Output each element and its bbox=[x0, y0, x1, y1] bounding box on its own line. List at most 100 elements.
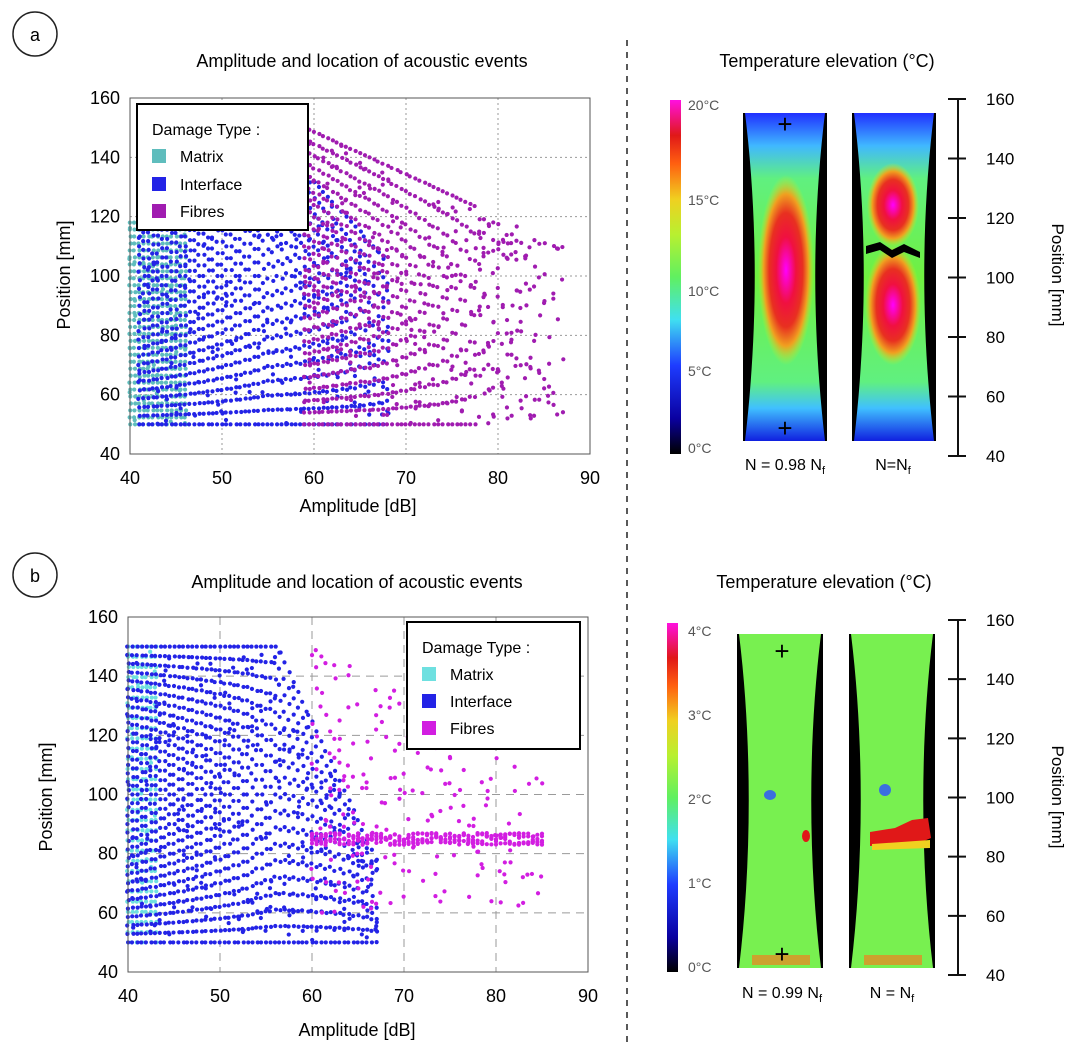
point-matrix bbox=[127, 256, 132, 262]
point-interface bbox=[176, 940, 181, 945]
point-matrix bbox=[152, 685, 157, 690]
point-fibres bbox=[422, 385, 428, 390]
point-matrix bbox=[178, 248, 184, 253]
point-interface bbox=[316, 184, 322, 190]
point-fibres bbox=[358, 365, 363, 370]
point-interface bbox=[139, 680, 144, 685]
point-fibres bbox=[430, 303, 435, 308]
point-fibres bbox=[368, 864, 374, 869]
point-interface bbox=[250, 724, 255, 729]
point-interface bbox=[154, 744, 159, 750]
point-interface bbox=[164, 273, 169, 279]
point-interface bbox=[217, 673, 222, 678]
point-interface bbox=[371, 382, 376, 387]
point-matrix bbox=[131, 276, 136, 281]
point-fibres bbox=[370, 235, 376, 240]
point-interface bbox=[171, 841, 176, 846]
point-interface bbox=[157, 892, 163, 897]
point-fibres bbox=[469, 381, 474, 386]
point-interface bbox=[205, 312, 211, 317]
point-fibres bbox=[329, 254, 334, 259]
point-interface bbox=[171, 664, 176, 669]
point-fibres bbox=[422, 199, 428, 204]
point-interface bbox=[214, 762, 219, 768]
point-fibres bbox=[381, 253, 386, 258]
point-interface bbox=[190, 919, 195, 924]
point-fibres bbox=[337, 841, 342, 846]
point-matrix bbox=[173, 380, 178, 385]
point-interface bbox=[263, 753, 269, 758]
point-fibres bbox=[365, 840, 370, 845]
point-fibres bbox=[357, 265, 362, 270]
point-fibres bbox=[404, 405, 409, 410]
point-interface bbox=[201, 305, 206, 310]
point-interface bbox=[353, 224, 358, 229]
point-interface bbox=[162, 749, 168, 754]
point-interface bbox=[181, 848, 186, 853]
point-fibres bbox=[388, 776, 393, 781]
point-fibres bbox=[375, 246, 380, 251]
point-fibres bbox=[332, 839, 338, 845]
point-fibres bbox=[401, 771, 406, 776]
point-fibres bbox=[307, 386, 312, 392]
point-interface bbox=[218, 750, 223, 756]
point-interface bbox=[171, 905, 177, 910]
point-interface bbox=[254, 674, 259, 679]
point-interface bbox=[212, 774, 217, 779]
point-interface bbox=[349, 403, 354, 409]
point-interface bbox=[236, 940, 241, 945]
point-matrix bbox=[135, 858, 140, 863]
point-interface bbox=[286, 686, 292, 691]
point-interface bbox=[301, 876, 306, 881]
point-interface bbox=[166, 664, 171, 669]
point-interface bbox=[192, 330, 197, 335]
point-fibres bbox=[325, 181, 330, 186]
point-fibres bbox=[321, 284, 326, 289]
point-interface bbox=[224, 293, 229, 298]
point-interface bbox=[325, 243, 330, 248]
point-interface bbox=[212, 695, 217, 700]
point-interface bbox=[281, 890, 286, 896]
point-interface bbox=[186, 686, 191, 691]
point-interface bbox=[182, 382, 187, 387]
y-tick-label: 100 bbox=[90, 266, 120, 286]
point-interface bbox=[250, 940, 255, 945]
point-matrix bbox=[131, 248, 136, 253]
point-interface bbox=[364, 935, 369, 940]
point-fibres bbox=[384, 422, 390, 427]
point-fibres bbox=[353, 289, 358, 294]
point-fibres bbox=[317, 192, 322, 197]
point-interface bbox=[176, 826, 181, 831]
point-interface bbox=[222, 730, 227, 735]
point-matrix bbox=[137, 248, 142, 253]
point-fibres bbox=[487, 388, 492, 393]
point-fibres bbox=[537, 397, 542, 402]
point-interface bbox=[249, 700, 255, 706]
point-interface bbox=[302, 343, 307, 348]
point-fibres bbox=[302, 232, 307, 237]
point-interface bbox=[181, 768, 186, 773]
point-interface bbox=[171, 802, 176, 807]
point-matrix bbox=[131, 220, 137, 225]
point-interface bbox=[144, 848, 149, 853]
point-interface bbox=[142, 273, 147, 279]
point-interface bbox=[359, 877, 365, 883]
point-interface bbox=[159, 283, 164, 288]
point-interface bbox=[297, 346, 302, 351]
point-matrix bbox=[132, 331, 137, 337]
point-interface bbox=[254, 925, 259, 930]
point-fibres bbox=[307, 316, 313, 321]
point-interface bbox=[168, 297, 173, 303]
point-fibres bbox=[312, 324, 317, 329]
legend-a-swatch-fibres bbox=[152, 204, 166, 218]
point-fibres bbox=[330, 318, 336, 324]
point-interface bbox=[208, 661, 213, 666]
point-interface bbox=[305, 817, 310, 822]
point-interface bbox=[184, 718, 190, 723]
point-interface bbox=[139, 922, 144, 927]
point-interface bbox=[151, 341, 156, 346]
point-interface bbox=[154, 251, 159, 256]
point-interface bbox=[222, 743, 227, 748]
point-matrix bbox=[155, 408, 160, 413]
point-fibres bbox=[459, 409, 464, 414]
